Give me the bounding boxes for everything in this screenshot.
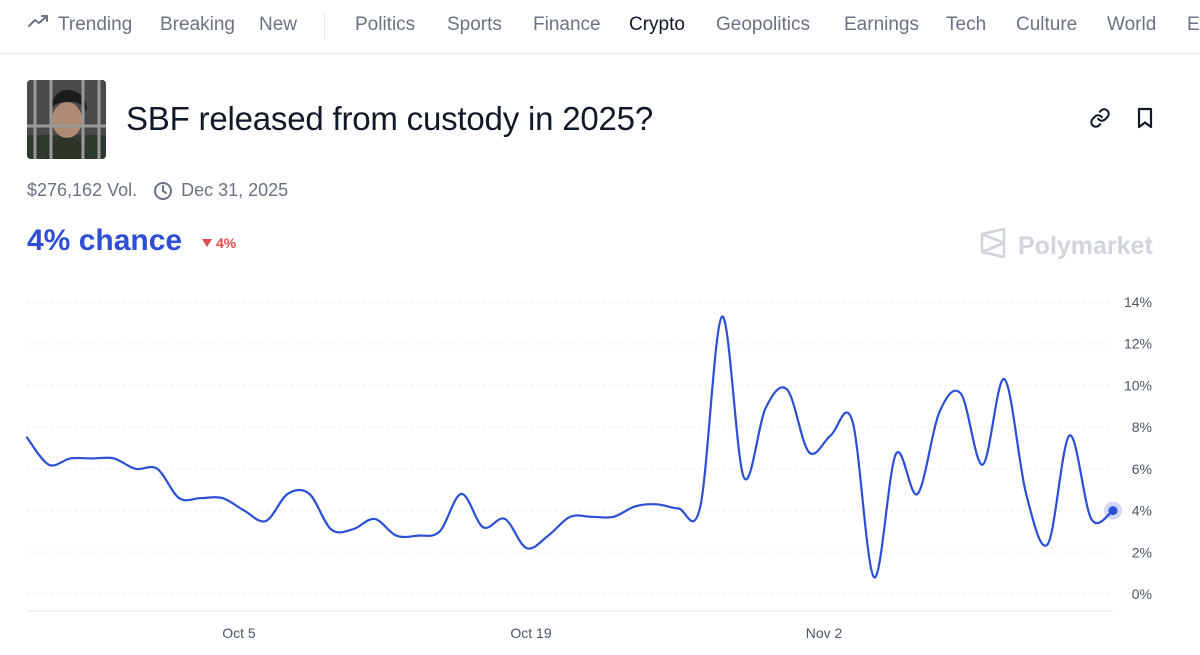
chart-grid bbox=[27, 301, 1113, 612]
nav-new[interactable]: New bbox=[259, 14, 298, 35]
bookmark-icon bbox=[1135, 107, 1155, 134]
market-title: SBF released from custody in 2025? bbox=[126, 100, 653, 137]
nav-trending-label: Trending bbox=[58, 14, 133, 35]
link-icon bbox=[1089, 107, 1111, 134]
nav-world[interactable]: World bbox=[1107, 14, 1157, 35]
nav-breaking[interactable]: Breaking bbox=[160, 14, 235, 35]
nav-culture[interactable]: Culture bbox=[1016, 14, 1078, 35]
chance-value: 4% chance bbox=[27, 224, 183, 257]
nav-trending[interactable]: Trending bbox=[28, 13, 132, 37]
nav-tech[interactable]: Tech bbox=[946, 14, 987, 35]
nav-politics[interactable]: Politics bbox=[355, 14, 416, 35]
nav-more-clipped[interactable]: E bbox=[1187, 14, 1200, 35]
bookmark-button[interactable] bbox=[1132, 107, 1158, 133]
copy-link-button[interactable] bbox=[1087, 107, 1113, 133]
current-point[interactable] bbox=[1108, 506, 1118, 516]
polymarket-brand: Polymarket bbox=[978, 227, 1153, 265]
nav-sports[interactable]: Sports bbox=[447, 14, 502, 35]
series-line bbox=[25, 315, 1115, 579]
y-tick-label: 6% bbox=[1132, 461, 1152, 477]
clock-icon bbox=[153, 181, 173, 201]
brand-text: Polymarket bbox=[1018, 232, 1153, 260]
down-triangle-icon bbox=[201, 238, 213, 248]
volume-text: $276,162 Vol. bbox=[27, 180, 138, 200]
y-tick-label: 12% bbox=[1124, 336, 1152, 352]
x-tick-label: Oct 19 bbox=[510, 625, 551, 641]
market-meta: $276,162 Vol. Dec 31, 2025 bbox=[27, 180, 288, 201]
x-axis: Oct 5 Oct 19 Nov 2 bbox=[222, 625, 842, 641]
y-tick-label: 4% bbox=[1132, 503, 1152, 519]
y-tick-label: 2% bbox=[1132, 544, 1152, 560]
polymarket-logo-icon bbox=[978, 227, 1018, 265]
trending-up-icon bbox=[28, 11, 50, 35]
nav-earnings[interactable]: Earnings bbox=[844, 14, 919, 35]
nav-finance[interactable]: Finance bbox=[533, 14, 601, 35]
nav-crypto[interactable]: Crypto bbox=[629, 14, 685, 35]
y-tick-label: 8% bbox=[1132, 419, 1152, 435]
y-axis: 14% 12% 10% 8% 6% 4% 2% 0% bbox=[1124, 294, 1152, 602]
end-date-text: Dec 31, 2025 bbox=[181, 180, 289, 200]
price-chart: 14% 12% 10% 8% 6% 4% 2% 0% Oct 5 Oct 19 Nov 2 bbox=[25, 294, 1152, 641]
y-tick-label: 0% bbox=[1132, 586, 1152, 602]
x-tick-label: Oct 5 bbox=[222, 625, 256, 641]
y-tick-label: 14% bbox=[1124, 294, 1152, 310]
x-tick-label: Nov 2 bbox=[806, 625, 843, 641]
delta-text: 4% bbox=[216, 235, 237, 251]
market-thumbnail bbox=[27, 80, 106, 159]
nav-geopolitics[interactable]: Geopolitics bbox=[716, 14, 810, 35]
y-tick-label: 10% bbox=[1124, 377, 1152, 393]
top-nav: Trending Breaking New Politics Sports Fi… bbox=[0, 0, 1200, 54]
nav-divider bbox=[324, 12, 325, 40]
chance-delta: 4% bbox=[201, 235, 236, 251]
